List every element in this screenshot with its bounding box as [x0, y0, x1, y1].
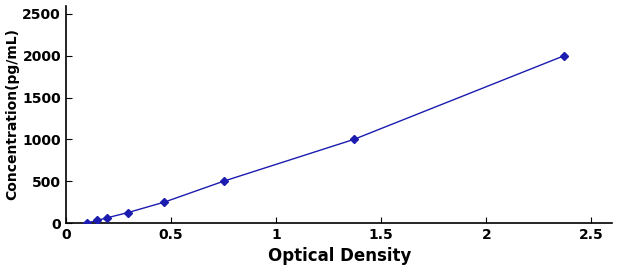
X-axis label: Optical Density: Optical Density — [268, 247, 411, 265]
Y-axis label: Concentration(pg/mL): Concentration(pg/mL) — [6, 28, 20, 200]
